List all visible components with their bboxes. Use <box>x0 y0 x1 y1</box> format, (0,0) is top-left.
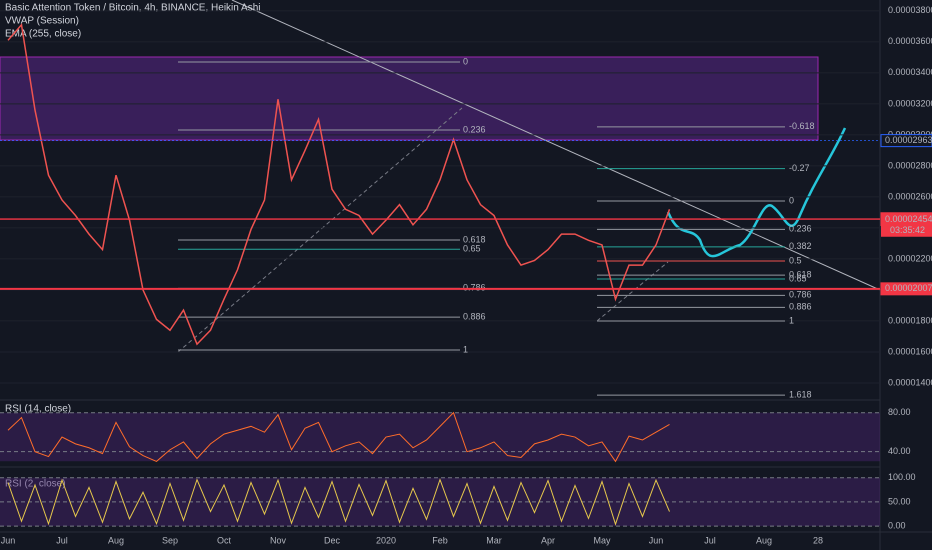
fib-trend <box>596 261 669 322</box>
x-tick-label: Dec <box>324 535 341 545</box>
fib-label: 0.236 <box>463 124 486 134</box>
fib-label: 0.886 <box>463 312 486 322</box>
fib-label: 0.65 <box>789 273 807 283</box>
price-tag <box>880 134 932 148</box>
x-tick-label: Aug <box>108 535 124 545</box>
y-tick-label: 0.00002600 <box>888 191 932 201</box>
fib-label: 0.786 <box>789 290 812 300</box>
fib-label: -0.618 <box>789 121 815 131</box>
y-tick-label: 0.00002800 <box>888 160 932 170</box>
y-tick-label: 0.00001800 <box>888 315 932 325</box>
zone <box>0 56 819 141</box>
x-tick-label: Sep <box>162 535 178 545</box>
rsi-title: RSI (14, close) <box>5 404 71 415</box>
fib-label: 0.65 <box>463 244 481 254</box>
x-tick-label: Nov <box>270 535 287 545</box>
fib-label: 0.886 <box>789 302 812 312</box>
rsi-tick-label: 40.00 <box>888 446 911 456</box>
fib-label: 0.618 <box>463 234 486 244</box>
x-tick-label: 28 <box>813 535 823 545</box>
rsi-tick-label: 80.00 <box>888 407 911 417</box>
x-tick-label: Mar <box>486 535 502 545</box>
fib-label: 1 <box>463 344 468 354</box>
fib-label: 0.618 <box>789 270 812 280</box>
fib-label: 0.5 <box>789 255 802 265</box>
x-tick-label: Apr <box>541 535 555 545</box>
y-tick-label: 0.00002200 <box>888 253 932 263</box>
rsi-band <box>0 412 880 462</box>
series-line <box>7 411 670 463</box>
countdown: 03:35:42 <box>890 225 925 235</box>
fib-label: 1.618 <box>789 390 812 400</box>
fib-label: 0.236 <box>789 224 812 234</box>
y-tick-label: 0.00003800 <box>888 5 932 15</box>
price-tag-label: 0.00002454 <box>885 214 932 224</box>
rsi-title: RSI (2, close) <box>5 479 66 490</box>
y-tick-label: 0.00003600 <box>888 36 932 46</box>
price-tag <box>880 213 932 227</box>
y-tick-label: 0.00003200 <box>888 98 932 108</box>
y-tick-label: 0.00003400 <box>888 67 932 77</box>
x-tick-label: May <box>593 535 611 545</box>
indicator: VWAP (Session) <box>5 16 79 27</box>
rsi-band <box>0 477 880 527</box>
x-tick-label: Jul <box>56 535 68 545</box>
fib-label: 0.382 <box>789 241 812 251</box>
x-tick-label: Jul <box>704 535 716 545</box>
rsi-tick-label: 100.00 <box>888 472 916 482</box>
fib-label: 1 <box>789 315 794 325</box>
price-tag-label: 0.00002963 <box>885 135 932 145</box>
fib-label: 0 <box>463 56 468 66</box>
rsi-tick-label: 0.00 <box>888 521 906 531</box>
y-tick-label: 0.00001400 <box>888 377 932 387</box>
price-tag-label: 0.00002007 <box>885 283 932 293</box>
fib-label: 0 <box>789 195 794 205</box>
fib-label: -0.27 <box>789 163 810 173</box>
series-line <box>7 478 670 526</box>
x-tick-label: 2020 <box>376 535 396 545</box>
y-tick-label: 0.00001600 <box>888 346 932 356</box>
title: Basic Attention Token / Bitcoin, 4h, BIN… <box>5 3 261 14</box>
x-tick-label: Oct <box>217 535 232 545</box>
countdown-tag <box>881 224 932 237</box>
x-tick-label: Aug <box>756 535 772 545</box>
indicator: EMA (255, close) <box>5 29 81 40</box>
fib-label: 0.786 <box>463 283 486 293</box>
price-tag <box>880 282 932 296</box>
rsi-tick-label: 50.00 <box>888 496 911 506</box>
trendline <box>231 0 881 291</box>
x-tick-label: Jun <box>649 535 664 545</box>
x-tick-label: Feb <box>432 535 448 545</box>
x-tick-label: Jun <box>1 535 16 545</box>
projection <box>666 127 847 258</box>
series-line <box>7 23 671 346</box>
